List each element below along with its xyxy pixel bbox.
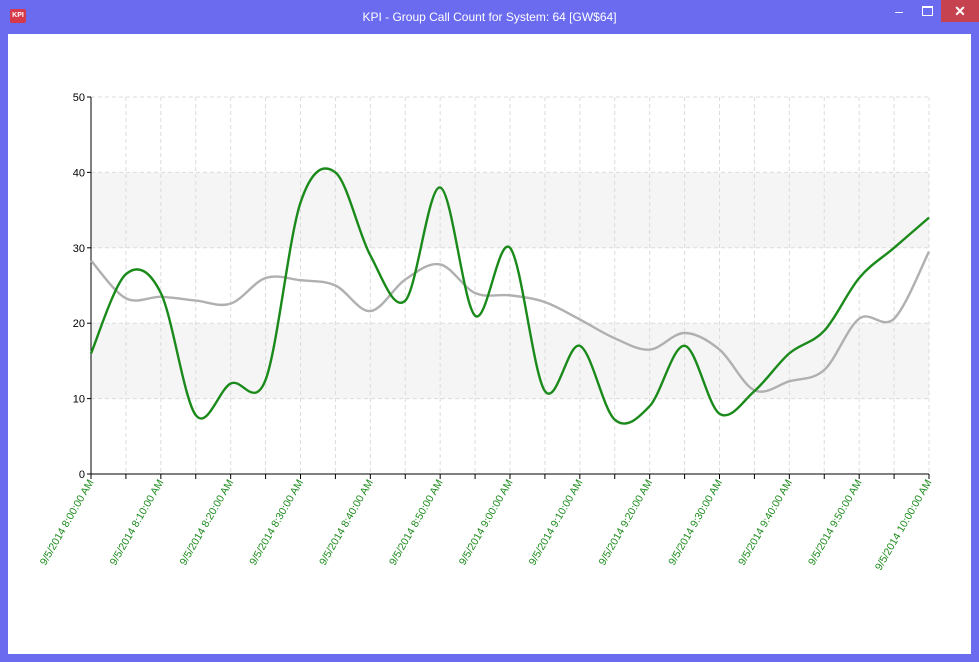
maximize-button[interactable] (913, 0, 941, 22)
y-tick-label: 0 (79, 469, 85, 481)
x-tick-label: 9/5/2014 9:00:00 AM (457, 478, 516, 568)
x-tick-label: 9/5/2014 9:10:00 AM (527, 478, 586, 568)
app-icon: KPI (10, 9, 26, 23)
x-tick-label: 9/5/2014 8:40:00 AM (317, 478, 376, 568)
series-line (89, 167, 930, 425)
x-tick-label: 9/5/2014 9:50:00 AM (806, 478, 865, 568)
title-bar[interactable]: KPI KPI - Group Call Count for System: 6… (0, 0, 979, 34)
y-tick-label: 50 (73, 92, 85, 104)
x-tick-label: 9/5/2014 9:30:00 AM (666, 478, 725, 568)
window-title: KPI - Group Call Count for System: 64 [G… (362, 10, 617, 24)
x-tick-label: 9/5/2014 8:10:00 AM (108, 478, 167, 568)
chart-area: 0 10 20 30 40 50 9/5/2014 8:00:00 AM 9/5/2014 8… (8, 34, 971, 654)
series-line (90, 251, 931, 393)
x-tick-label: 9/5/2014 9:20:00 AM (596, 478, 655, 568)
y-tick-label: 40 (73, 167, 85, 179)
x-tick-label: 9/5/2014 9:40:00 AM (736, 478, 795, 568)
y-tick-label: 30 (73, 243, 85, 255)
y-tick-label: 20 (73, 318, 85, 330)
y-tick-label: 10 (73, 394, 85, 406)
close-button[interactable]: ✕ (941, 0, 979, 22)
minimize-button[interactable]: – (895, 3, 903, 19)
maximize-icon (921, 6, 933, 17)
x-tick-label: 9/5/2014 10:00:00 AM (873, 478, 935, 573)
x-tick-label: 9/5/2014 8:00:00 AM (38, 478, 97, 568)
x-tick-label: 9/5/2014 8:30:00 AM (247, 478, 306, 568)
x-tick-label: 9/5/2014 8:50:00 AM (387, 477, 446, 567)
x-tick-label: 9/5/2014 8:20:00 AM (177, 478, 236, 568)
